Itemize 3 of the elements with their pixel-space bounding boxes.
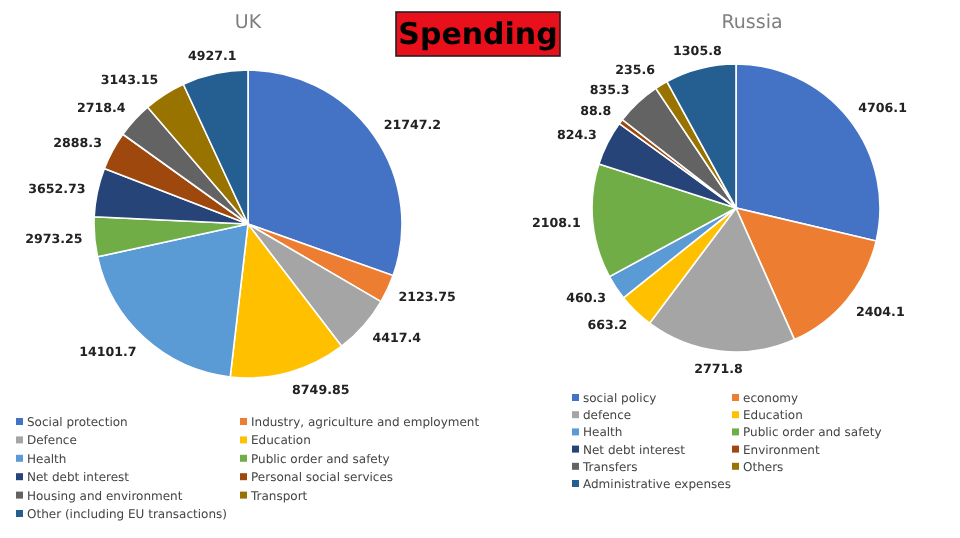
chart-title: UK [234, 12, 263, 34]
text: Spending [398, 16, 558, 52]
chart-title: Russia [721, 12, 783, 34]
